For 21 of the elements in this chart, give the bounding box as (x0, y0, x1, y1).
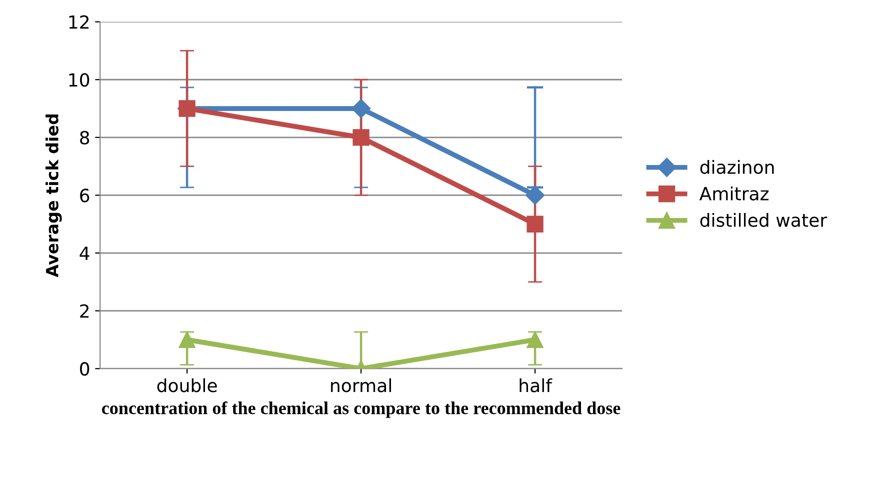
legend-label: diazinon (700, 160, 774, 174)
y-tick-label: 10 (69, 73, 90, 87)
point (526, 331, 544, 348)
y-tick-label: 2 (80, 304, 89, 318)
point (352, 129, 370, 146)
x-tick-label: normal (331, 378, 391, 392)
y-tick-label: 8 (80, 130, 90, 145)
legend-label: Amitraz (699, 186, 769, 200)
y-axis-title: Average tick died (46, 114, 62, 278)
point (526, 186, 545, 205)
point (526, 216, 544, 232)
point (178, 331, 196, 348)
y-tick-label: 4 (80, 246, 90, 260)
x-tick-label: double (157, 378, 217, 392)
x-tick-label: half (520, 378, 552, 392)
x-axis-title: concentration of the chemical as compare to the recommended dose (102, 401, 620, 418)
y-tick-label: 6 (80, 188, 90, 202)
y-tick-label: 0 (80, 362, 90, 376)
point (352, 98, 371, 118)
legend-label: distilled water (700, 212, 828, 227)
y-tick-label: 12 (69, 15, 89, 29)
